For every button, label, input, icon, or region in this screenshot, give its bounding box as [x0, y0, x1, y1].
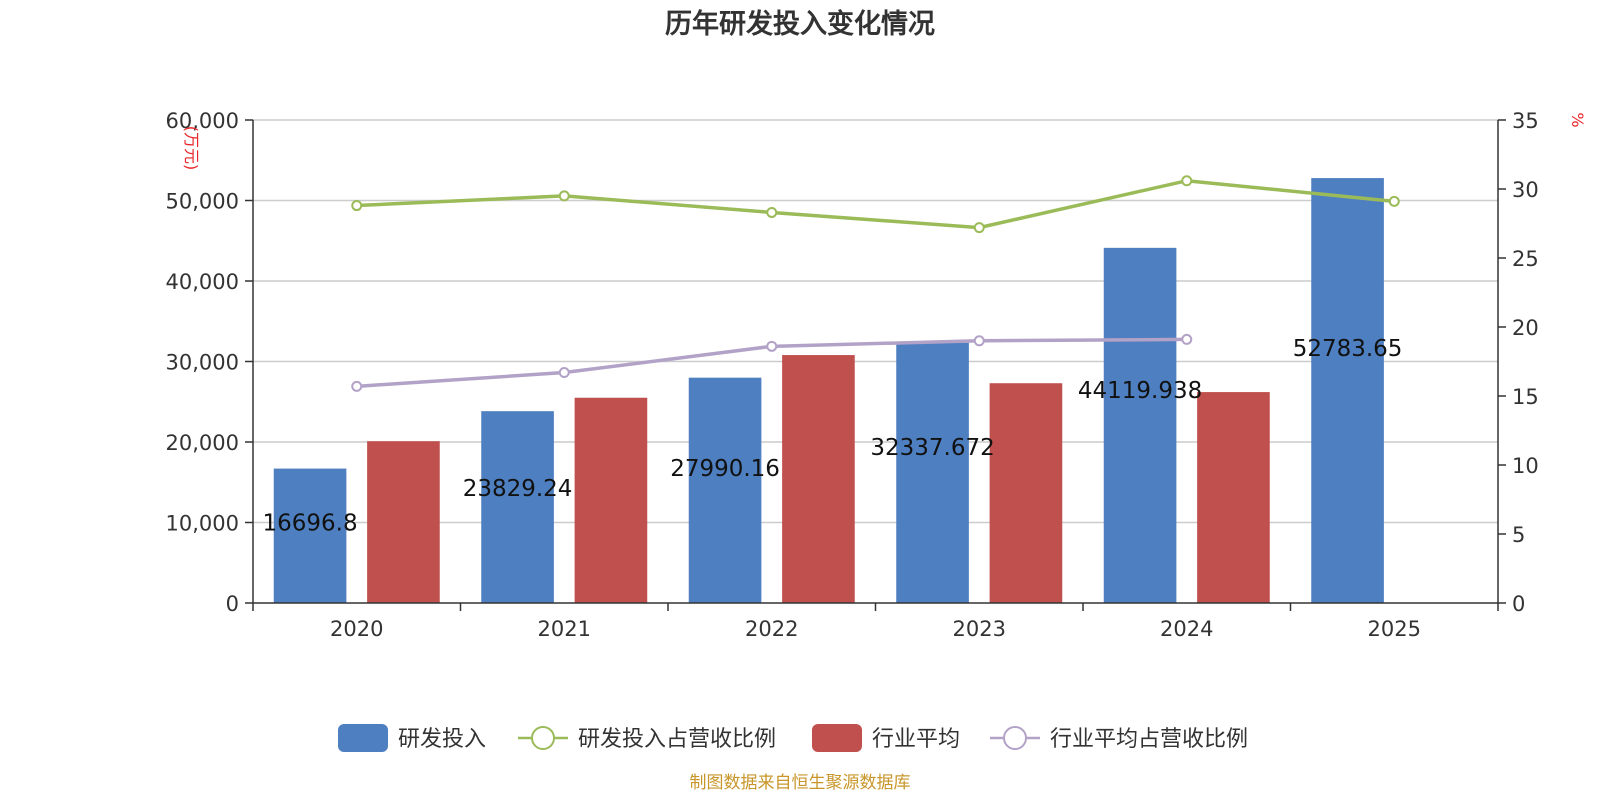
- x-tick-label: 2024: [1160, 617, 1213, 641]
- right-tick-label: 5: [1512, 523, 1525, 547]
- legend-item-研发投入占营收比例: 研发投入占营收比例: [518, 726, 776, 752]
- x-tick-label: 2022: [745, 617, 798, 641]
- legend-label: 行业平均占营收比例: [1050, 727, 1248, 752]
- right-tick-label: 35: [1512, 109, 1539, 133]
- bar-研发投入-2023: [896, 342, 969, 603]
- bar-研发投入-2020: [273, 468, 347, 603]
- point-研发投入占营收比例: [558, 190, 570, 202]
- legend-label: 行业平均: [872, 727, 960, 752]
- point-行业平均占营收比例: [766, 340, 778, 352]
- bar-研发投入-2025: [1311, 178, 1384, 603]
- bars: [273, 178, 1384, 603]
- bar-行业平均-2023: [989, 383, 1063, 603]
- bar-行业平均-2022: [782, 355, 855, 603]
- bar-研发投入-2021: [481, 411, 554, 603]
- data-labels: 16696.8 23829.24 27990.16 32337.672 44119.93…: [263, 336, 1403, 536]
- point-研发投入占营收比例: [351, 200, 363, 212]
- point-研发投入占营收比例: [1388, 195, 1400, 207]
- right-tick-label: 15: [1512, 385, 1539, 409]
- legend-label: 研发投入: [398, 727, 486, 752]
- x-tick-label: 2020: [330, 617, 383, 641]
- bar-研发投入-2024: [1103, 247, 1177, 603]
- point-行业平均占营收比例: [558, 367, 570, 379]
- x-tick-label: 2023: [953, 617, 1006, 641]
- axes: 0 10,000 20,000 30,000 40,000 50,000 60,000 0 5 1…: [166, 109, 1539, 641]
- legend: 研发投入 研发投入占营收比例 行业平均 行业平均占营收比例: [338, 724, 1248, 752]
- right-tick-label: 0: [1512, 592, 1525, 616]
- data-label: 16696.8: [263, 510, 358, 536]
- right-axis-unit: %: [1568, 112, 1587, 127]
- left-tick-label: 60,000: [166, 109, 239, 133]
- right-tick-label: 25: [1512, 247, 1539, 271]
- bar-研发投入-2022: [688, 377, 762, 603]
- chart-title: 历年研发投入变化情况: [665, 8, 935, 40]
- bar-行业平均-2021: [574, 397, 648, 603]
- line-研发投入占营收比例: [356, 178, 1395, 230]
- left-tick-label: 10,000: [166, 512, 239, 536]
- point-行业平均占营收比例: [351, 380, 363, 392]
- right-tick-label: 10: [1512, 454, 1539, 478]
- bar-行业平均-2020: [367, 441, 440, 603]
- legend-swatch-marker: [531, 726, 555, 750]
- bar-行业平均-2024: [1197, 392, 1270, 603]
- x-tick-label: 2025: [1368, 617, 1421, 641]
- x-tick-label: 2021: [538, 617, 591, 641]
- data-label: 44119.938: [1078, 378, 1202, 404]
- legend-item-研发投入: 研发投入: [338, 724, 486, 752]
- legend-swatch: [812, 724, 862, 752]
- source-note: 制图数据来自恒生聚源数据库: [690, 773, 911, 793]
- left-tick-label: 30,000: [166, 351, 239, 375]
- legend-label: 研发投入占营收比例: [578, 727, 776, 752]
- data-label: 23829.24: [463, 476, 573, 502]
- right-tick-label: 20: [1512, 316, 1539, 340]
- legend-swatch: [338, 724, 388, 752]
- left-tick-label: 0: [226, 592, 239, 616]
- legend-item-行业平均占营收比例: 行业平均占营收比例: [990, 726, 1248, 752]
- lines: [351, 175, 1400, 392]
- point-行业平均占营收比例: [973, 335, 985, 347]
- left-tick-label: 50,000: [166, 190, 239, 214]
- left-tick-label: 20,000: [166, 431, 239, 455]
- point-研发投入占营收比例: [1181, 175, 1193, 187]
- point-研发投入占营收比例: [766, 206, 778, 218]
- data-label: 27990.16: [670, 456, 780, 482]
- right-tick-label: 30: [1512, 178, 1539, 202]
- data-label: 52783.65: [1293, 336, 1403, 362]
- point-行业平均占营收比例: [1181, 333, 1193, 345]
- legend-item-行业平均: 行业平均: [812, 724, 960, 752]
- left-tick-label: 40,000: [166, 270, 239, 294]
- data-label: 32337.672: [870, 435, 994, 461]
- left-axis-unit: (万元): [182, 126, 201, 171]
- point-研发投入占营收比例: [973, 222, 985, 234]
- legend-swatch-marker: [1003, 726, 1027, 750]
